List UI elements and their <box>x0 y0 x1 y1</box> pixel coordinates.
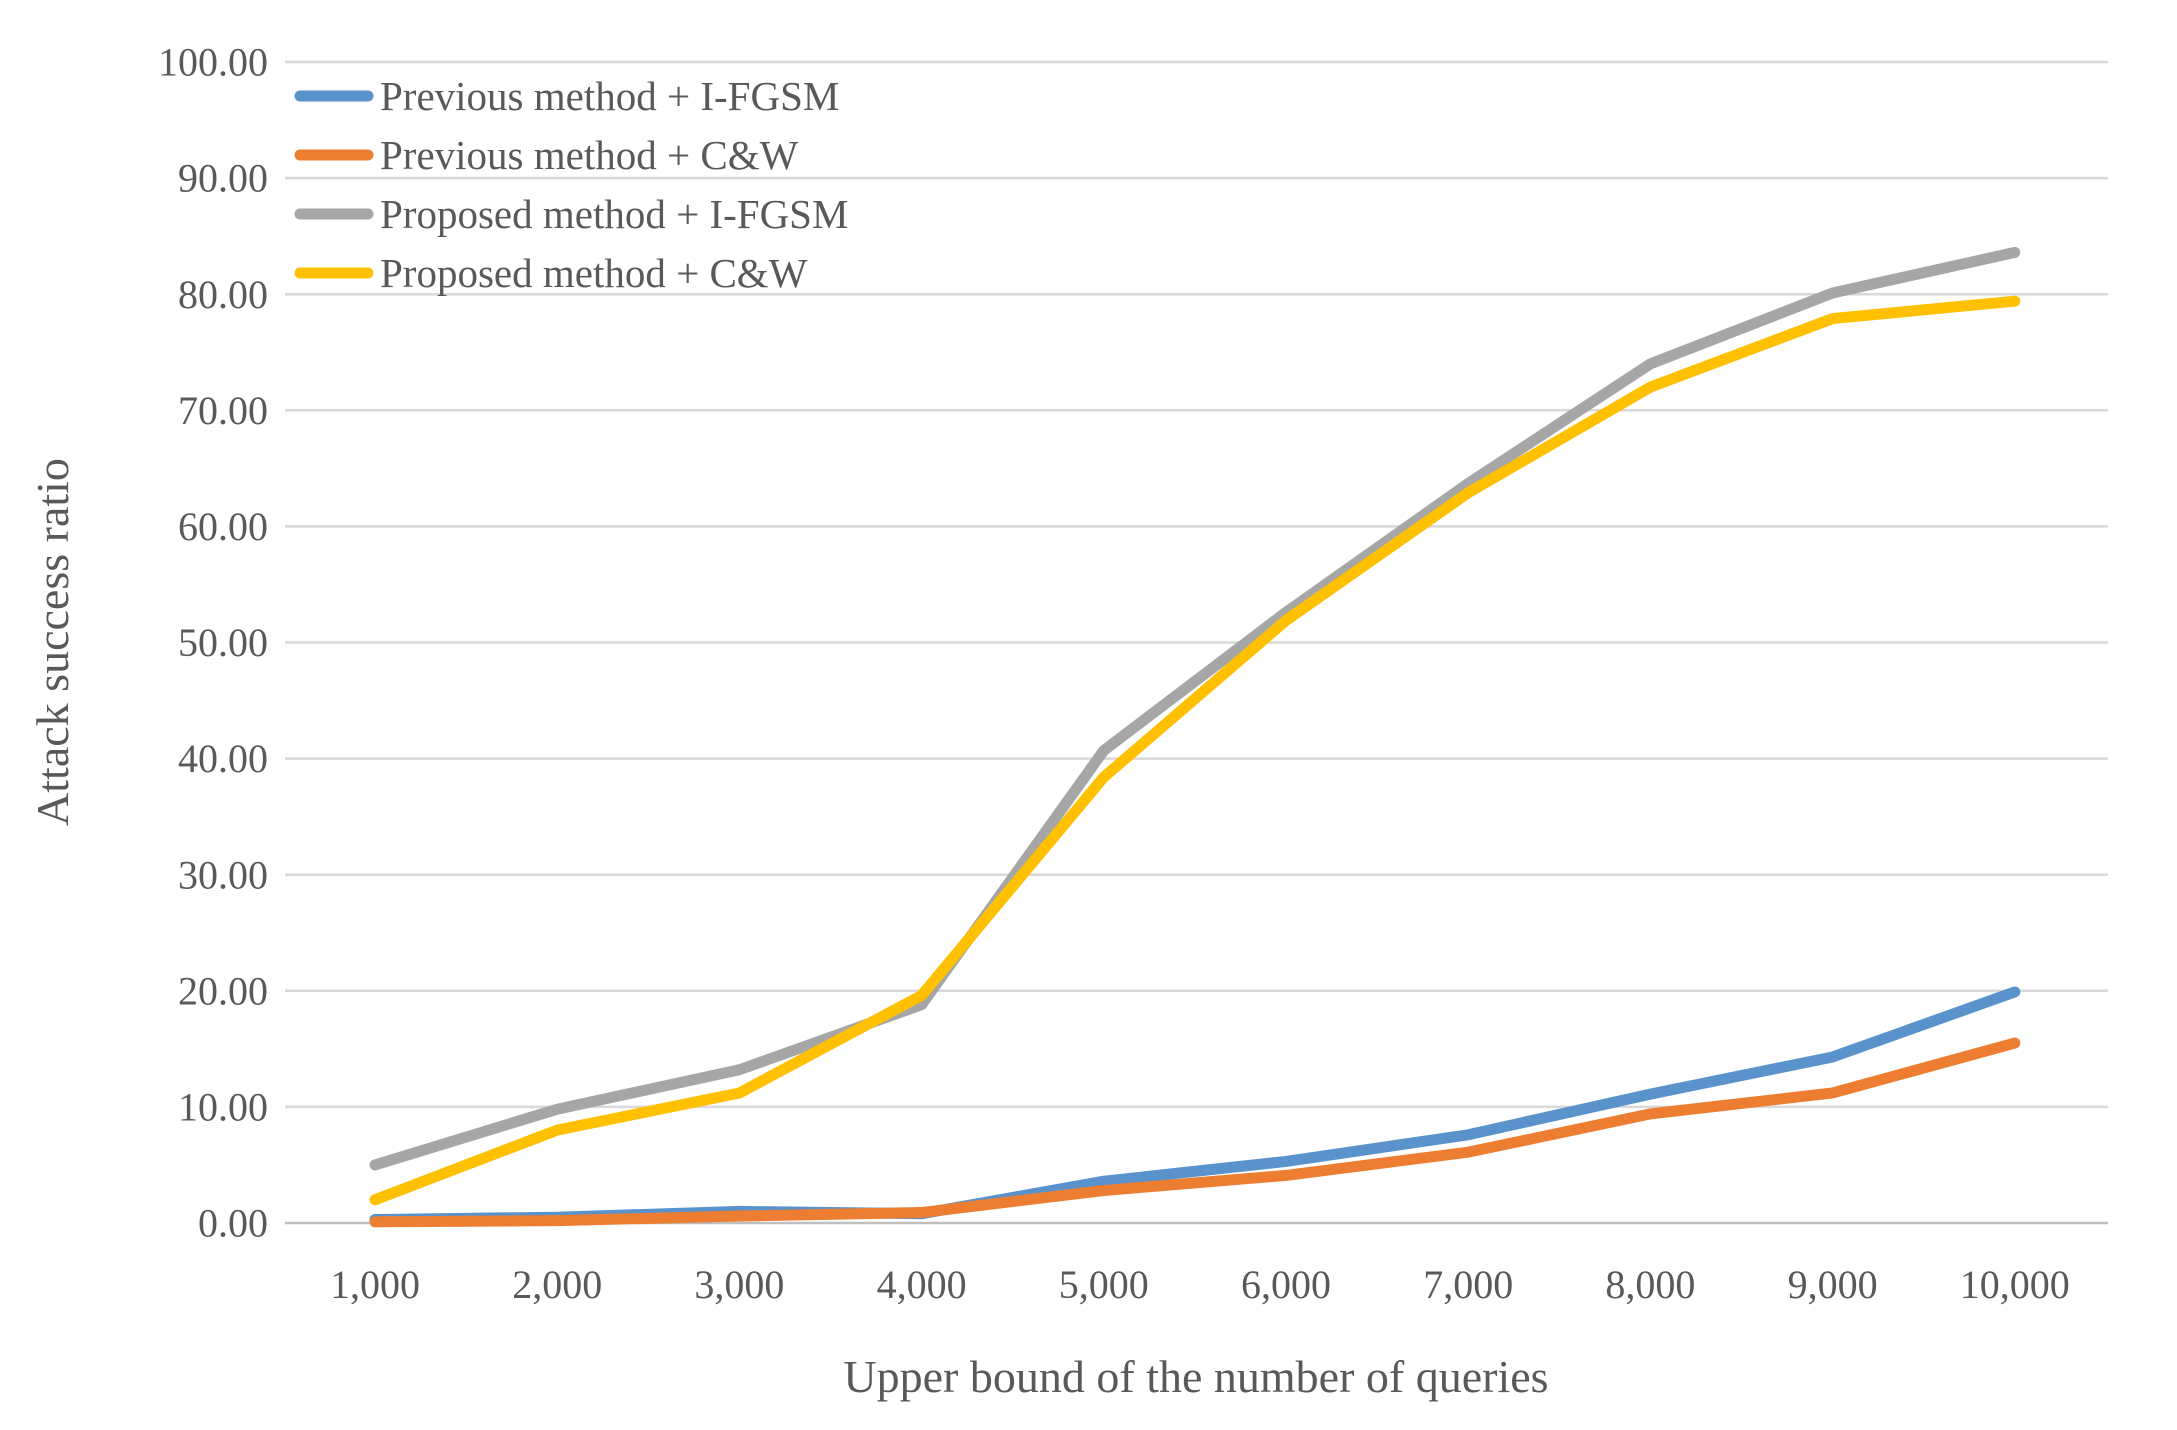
legend-item-previous-method-i-fgsm: Previous method + I-FGSM <box>294 73 839 119</box>
y-tick-label: 0.00 <box>198 1201 268 1246</box>
series-lines <box>369 246 2021 1228</box>
series-line-previous-method-c-w <box>369 1037 2021 1228</box>
y-tick-label: 40.00 <box>178 736 268 781</box>
x-axis-title: Upper bound of the number of queries <box>843 1351 1548 1402</box>
legend-label: Proposed method + I-FGSM <box>380 191 848 237</box>
series-line-proposed-method-c-w <box>369 295 2021 1206</box>
x-tick-label: 2,000 <box>512 1262 602 1307</box>
x-tick-label: 10,000 <box>1960 1262 2070 1307</box>
legend-item-proposed-method-c-w: Proposed method + C&W <box>294 250 808 296</box>
y-axis-title: Attack success ratio <box>27 458 78 826</box>
y-tick-label: 10.00 <box>178 1085 268 1130</box>
y-tick-label: 60.00 <box>178 504 268 549</box>
y-tick-label: 70.00 <box>178 388 268 433</box>
x-tick-label: 9,000 <box>1788 1262 1878 1307</box>
x-axis-tick-labels: 1,000 2,000 3,000 4,000 5,000 6,000 7,000 8,000… <box>330 1262 2070 1307</box>
legend-label: Previous method + I-FGSM <box>380 73 839 119</box>
y-tick-label: 30.00 <box>178 852 268 897</box>
x-tick-label: 1,000 <box>330 1262 420 1307</box>
y-tick-label: 50.00 <box>178 620 268 665</box>
x-tick-label: 4,000 <box>877 1262 967 1307</box>
x-tick-label: 6,000 <box>1241 1262 1331 1307</box>
x-tick-label: 5,000 <box>1059 1262 1149 1307</box>
x-tick-label: 3,000 <box>694 1262 784 1307</box>
y-axis-tick-labels: 0.00 10.00 20.00 30.00 40.00 50.00 60.00 70.00 8… <box>158 40 268 1246</box>
legend-label: Proposed method + C&W <box>380 250 808 296</box>
y-tick-label: 90.00 <box>178 156 268 201</box>
series-line-proposed-method-i-fgsm <box>369 246 2021 1171</box>
x-tick-label: 8,000 <box>1605 1262 1695 1307</box>
x-tick-label: 7,000 <box>1423 1262 1513 1307</box>
legend: Previous method + I-FGSM Previous method … <box>294 73 848 296</box>
y-tick-label: 80.00 <box>178 272 268 317</box>
y-tick-label: 20.00 <box>178 968 268 1013</box>
legend-item-proposed-method-i-fgsm: Proposed method + I-FGSM <box>294 191 848 237</box>
legend-label: Previous method + C&W <box>380 132 799 178</box>
y-tick-label: 100.00 <box>158 40 268 85</box>
legend-item-previous-method-c-w: Previous method + C&W <box>294 132 799 178</box>
